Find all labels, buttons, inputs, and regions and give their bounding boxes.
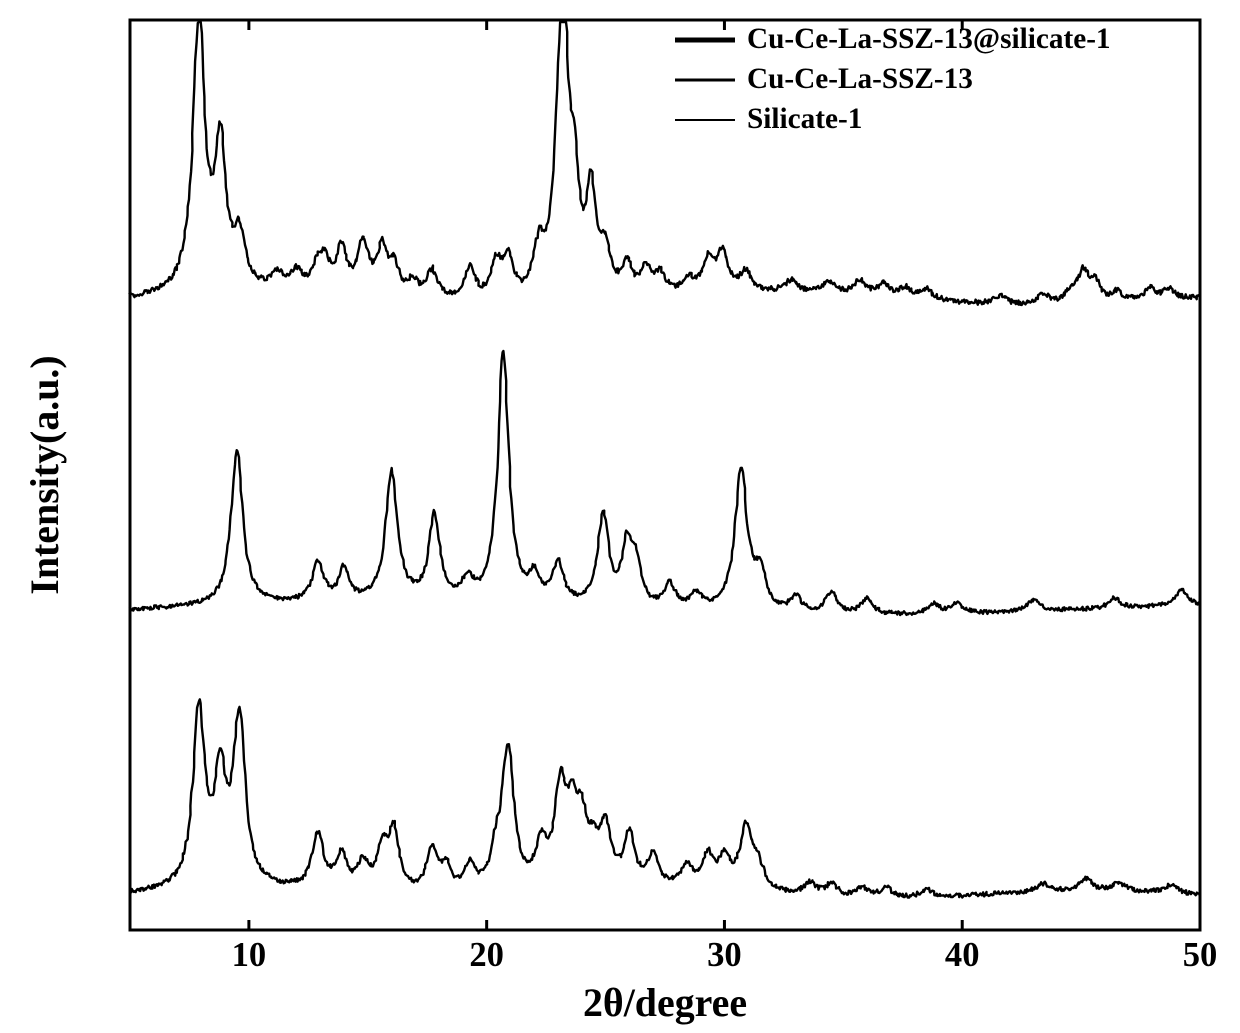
legend-label: Silicate-1	[747, 103, 862, 135]
xrd-trace-core_shell	[130, 22, 1201, 305]
legend-label: Cu-Ce-La-SSZ-13@silicate-1	[747, 23, 1111, 55]
x-tick-label: 10	[232, 936, 267, 974]
xrd-trace-cu_ce_la_ssz13	[130, 351, 1200, 615]
xrd-traces	[130, 22, 1201, 898]
legend: Cu-Ce-La-SSZ-13@silicate-1 Cu-Ce-La-SSZ-1…	[675, 23, 1111, 135]
legend-label: Cu-Ce-La-SSZ-13	[747, 63, 973, 95]
x-tick-label: 40	[945, 936, 980, 974]
chart-svg: 1020304050 Cu-Ce-La-SSZ-13@silicate-1Cu-…	[0, 0, 1240, 1033]
xrd-chart: 1020304050 Cu-Ce-La-SSZ-13@silicate-1Cu-…	[0, 0, 1240, 1033]
x-axis-label: 2θ/degree	[583, 980, 747, 1025]
x-tick-label: 20	[469, 936, 504, 974]
x-tick-label: 50	[1183, 936, 1218, 974]
x-tick-label: 30	[707, 936, 742, 974]
axis-ticks: 10 20 30 40 50	[232, 20, 1218, 974]
xrd-trace-silicate1	[130, 699, 1199, 897]
axes-frame	[130, 20, 1200, 930]
y-axis-label: Intensity(a.u.)	[22, 355, 67, 594]
